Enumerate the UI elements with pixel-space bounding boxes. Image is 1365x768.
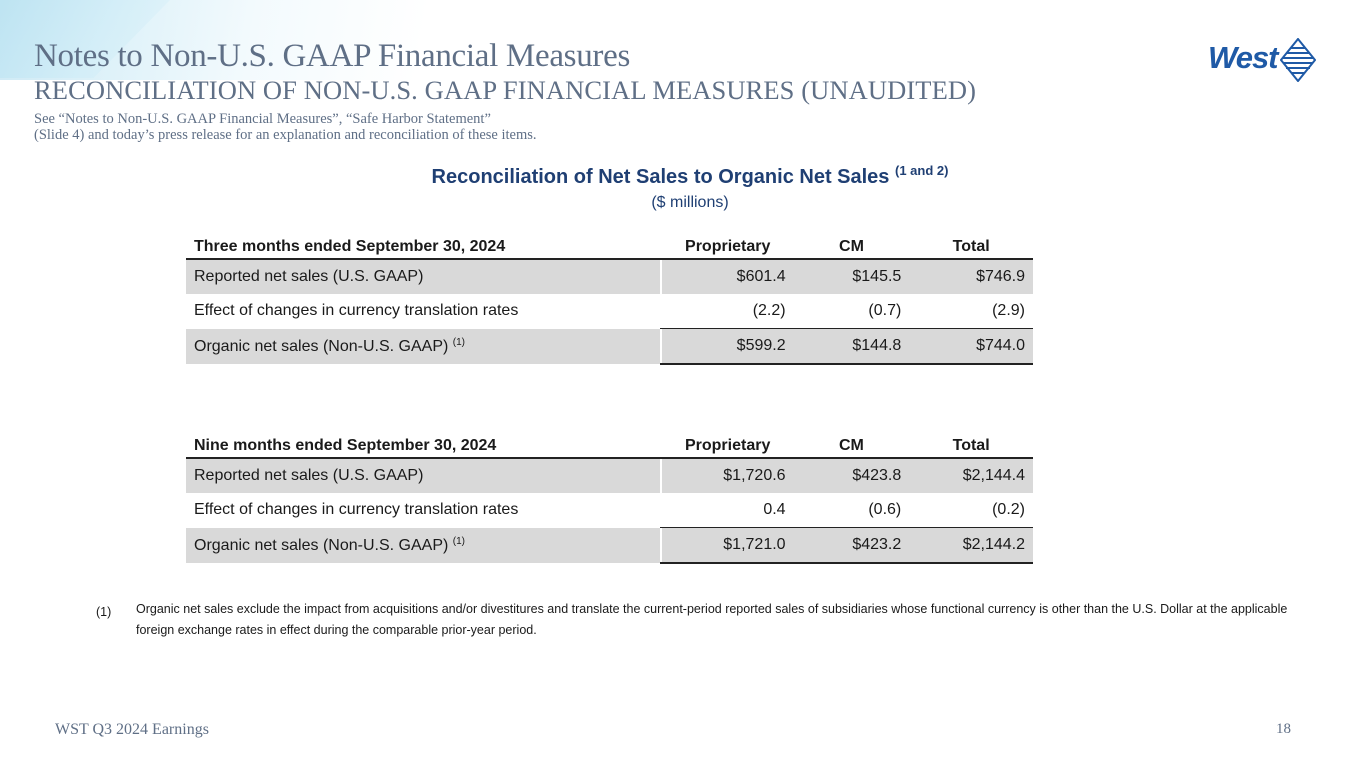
cm-value: $144.8 bbox=[793, 328, 910, 365]
section-title-superscript: (1 and 2) bbox=[895, 163, 949, 178]
table-row: Reported net sales (U.S. GAAP) $1,720.6 … bbox=[186, 458, 1033, 493]
row-label: Reported net sales (U.S. GAAP) bbox=[186, 259, 660, 294]
row-label: Effect of changes in currency translatio… bbox=[194, 302, 519, 320]
cm-value: $423.2 bbox=[793, 527, 910, 564]
nine-months-table: Nine months ended September 30, 2024 Pro… bbox=[186, 430, 1033, 564]
proprietary-header: Proprietary bbox=[661, 430, 794, 459]
row-label: Reported net sales (U.S. GAAP) bbox=[186, 458, 660, 493]
footnote-marker: (1) bbox=[96, 605, 112, 619]
row-label: Organic net sales (Non-U.S. GAAP) (1) bbox=[186, 328, 660, 364]
table-row: Reported net sales (U.S. GAAP) $601.4 $1… bbox=[186, 259, 1033, 294]
row-label: Effect of changes in currency translatio… bbox=[194, 501, 519, 519]
logo-wordmark: West bbox=[1208, 40, 1279, 75]
proprietary-value: $1,721.0 bbox=[661, 527, 794, 564]
page-number: 18 bbox=[1276, 721, 1291, 737]
period-header: Three months ended September 30, 2024 bbox=[186, 231, 660, 260]
proprietary-value: $599.2 bbox=[661, 328, 794, 365]
cm-value: $423.8 bbox=[793, 458, 910, 493]
proprietary-value: $1,720.6 bbox=[661, 458, 794, 493]
footer-label: WST Q3 2024 Earnings bbox=[55, 721, 209, 738]
intro-note-line-2: (Slide 4) and today’s press release for … bbox=[34, 127, 537, 143]
total-header: Total bbox=[909, 430, 1033, 459]
page-title: Notes to Non-U.S. GAAP Financial Measure… bbox=[34, 38, 630, 74]
west-logo: West bbox=[1208, 38, 1318, 82]
footnote-ref: (1) bbox=[452, 535, 465, 547]
footnote-text: Organic net sales exclude the impact fro… bbox=[136, 602, 1288, 637]
proprietary-value: 0.4 bbox=[763, 501, 786, 518]
total-header: Total bbox=[909, 231, 1033, 260]
column-gap bbox=[659, 259, 662, 294]
intro-note-line-1: See “Notes to Non-U.S. GAAP Financial Me… bbox=[34, 111, 491, 127]
proprietary-value: $601.4 bbox=[661, 259, 794, 294]
section-units: ($ millions) bbox=[651, 194, 729, 211]
column-gap bbox=[659, 231, 662, 260]
total-value: $2,144.4 bbox=[909, 458, 1033, 493]
column-gap bbox=[659, 328, 662, 365]
footnote-ref: (1) bbox=[452, 336, 465, 348]
column-gap bbox=[659, 430, 662, 459]
cm-header: CM bbox=[793, 231, 910, 260]
total-value: $746.9 bbox=[909, 259, 1033, 294]
table-row: Organic net sales (Non-U.S. GAAP) (1) $5… bbox=[186, 328, 1033, 365]
diamond-logo-icon bbox=[1280, 38, 1316, 82]
column-gap bbox=[659, 527, 662, 564]
proprietary-header: Proprietary bbox=[661, 231, 794, 260]
cm-value: (0.7) bbox=[868, 302, 902, 319]
section-title-text: Reconciliation of Net Sales to Organic N… bbox=[431, 166, 890, 188]
total-value: (2.9) bbox=[992, 302, 1025, 319]
row-label: Organic net sales (Non-U.S. GAAP) (1) bbox=[186, 527, 660, 563]
table-row: Effect of changes in currency translatio… bbox=[186, 493, 1033, 528]
total-value: $744.0 bbox=[909, 328, 1033, 365]
table-header-row: Three months ended September 30, 2024 Pr… bbox=[186, 231, 1033, 260]
total-value: $2,144.2 bbox=[909, 527, 1033, 564]
period-header: Nine months ended September 30, 2024 bbox=[186, 430, 660, 459]
cm-header: CM bbox=[793, 430, 910, 459]
total-value: (0.2) bbox=[992, 501, 1025, 518]
table-row: Organic net sales (Non-U.S. GAAP) (1) $1… bbox=[186, 527, 1033, 564]
three-months-table: Three months ended September 30, 2024 Pr… bbox=[186, 231, 1033, 365]
table-header-row: Nine months ended September 30, 2024 Pro… bbox=[186, 430, 1033, 459]
cm-value: $145.5 bbox=[793, 259, 910, 294]
table-row: Effect of changes in currency translatio… bbox=[186, 294, 1033, 329]
cm-value: (0.6) bbox=[868, 501, 902, 518]
page-subtitle: RECONCILIATION OF NON-U.S. GAAP FINANCIA… bbox=[34, 75, 977, 105]
section-title: Reconciliation of Net Sales to Organic N… bbox=[0, 163, 1365, 189]
proprietary-value: (2.2) bbox=[752, 302, 786, 319]
column-gap bbox=[659, 458, 662, 493]
